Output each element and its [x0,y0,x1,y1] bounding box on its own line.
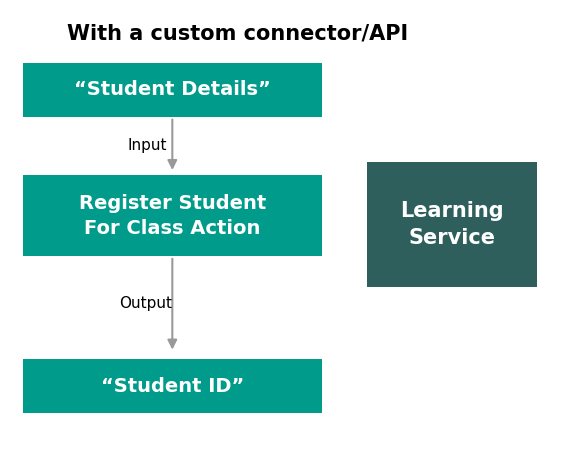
FancyBboxPatch shape [23,63,322,117]
Text: “Student ID”: “Student ID” [101,377,244,396]
Text: Register Student
For Class Action: Register Student For Class Action [79,194,266,238]
FancyBboxPatch shape [23,359,322,413]
Text: With a custom connector/API: With a custom connector/API [67,24,408,44]
Text: Learning
Service: Learning Service [400,201,504,248]
Text: Output: Output [119,295,172,311]
Text: Input: Input [127,138,167,154]
FancyBboxPatch shape [23,175,322,256]
FancyBboxPatch shape [367,162,537,287]
Text: “Student Details”: “Student Details” [74,80,271,99]
